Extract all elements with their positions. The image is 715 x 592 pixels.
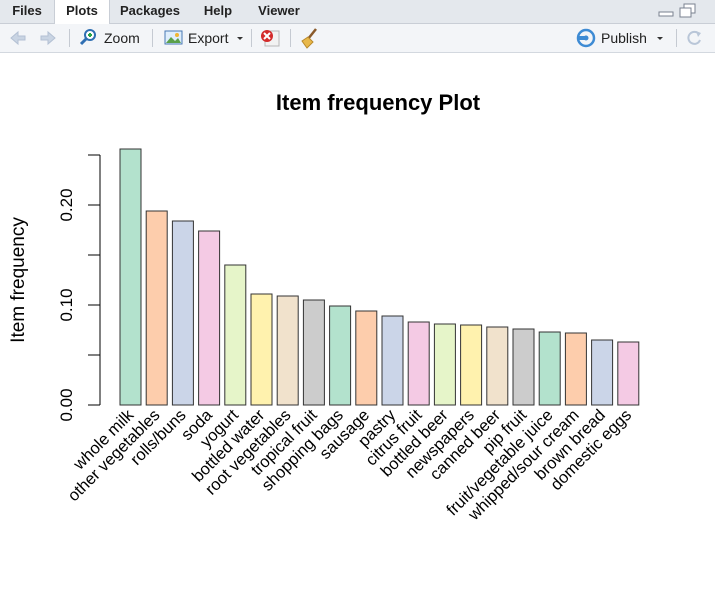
chart-title: Item frequency Plot bbox=[276, 90, 481, 115]
bar bbox=[381, 315, 404, 406]
bar bbox=[302, 299, 325, 406]
tab-plots[interactable]: Plots bbox=[54, 0, 110, 24]
tab-files[interactable]: Files bbox=[12, 3, 42, 18]
bar bbox=[250, 293, 273, 406]
bar bbox=[617, 341, 640, 406]
pane-tab-bar: Files Plots Packages Help Viewer bbox=[0, 0, 715, 24]
refresh-icon bbox=[687, 30, 701, 45]
publish-icon bbox=[576, 28, 596, 48]
forward-button[interactable] bbox=[38, 27, 58, 49]
bar bbox=[407, 321, 430, 406]
y-tick-label: 0.20 bbox=[57, 188, 76, 221]
zoom-label: Zoom bbox=[104, 30, 140, 46]
plots-toolbar: Zoom Export Publish bbox=[0, 24, 715, 53]
bar bbox=[145, 210, 168, 406]
refresh-button[interactable] bbox=[684, 27, 704, 49]
export-button[interactable]: Export bbox=[163, 27, 245, 49]
tab-viewer[interactable]: Viewer bbox=[258, 3, 300, 18]
toolbar-separator bbox=[69, 29, 70, 47]
broom-icon bbox=[301, 28, 317, 49]
bar bbox=[171, 220, 194, 406]
zoom-button[interactable]: Zoom bbox=[78, 27, 144, 49]
bar bbox=[564, 332, 587, 406]
maximize-pane-icon[interactable] bbox=[679, 3, 697, 19]
bar bbox=[433, 323, 456, 406]
picture-icon bbox=[164, 30, 183, 45]
tab-packages[interactable]: Packages bbox=[120, 3, 180, 18]
arrow-right-icon bbox=[40, 30, 56, 46]
bar bbox=[276, 295, 299, 406]
clear-plots-button[interactable] bbox=[298, 27, 320, 49]
bar bbox=[119, 148, 142, 406]
y-tick-label: 0.00 bbox=[57, 388, 76, 421]
chevron-down-icon bbox=[657, 37, 663, 40]
minimize-pane-icon[interactable] bbox=[658, 4, 674, 18]
bar bbox=[198, 230, 221, 406]
publish-button[interactable]: Publish bbox=[575, 27, 670, 49]
bar bbox=[329, 305, 352, 406]
publish-label: Publish bbox=[601, 30, 647, 46]
remove-plot-icon bbox=[261, 30, 280, 47]
bar bbox=[512, 328, 535, 406]
tab-help[interactable]: Help bbox=[203, 3, 233, 18]
bar bbox=[591, 339, 614, 406]
chevron-down-icon bbox=[237, 37, 243, 40]
bar bbox=[460, 324, 483, 406]
bar bbox=[355, 310, 378, 406]
bar bbox=[486, 326, 509, 406]
bar bbox=[224, 264, 247, 406]
plot-viewer: Item frequency Plot Item frequency 0.00 0.1… bbox=[0, 53, 715, 592]
y-tick-label: 0.10 bbox=[57, 288, 76, 321]
toolbar-separator bbox=[152, 29, 153, 47]
bar bbox=[538, 331, 561, 406]
toolbar-separator bbox=[290, 29, 291, 47]
toolbar-separator bbox=[676, 29, 677, 47]
arrow-left-icon bbox=[10, 30, 26, 46]
export-label: Export bbox=[188, 30, 229, 46]
y-axis-label: Item frequency bbox=[8, 217, 29, 343]
back-button[interactable] bbox=[8, 27, 28, 49]
item-frequency-chart: Item frequency Plot Item frequency 0.00 0.1… bbox=[8, 90, 640, 525]
remove-plot-button[interactable] bbox=[259, 27, 281, 49]
toolbar-separator bbox=[251, 29, 252, 47]
magnifier-icon bbox=[79, 29, 96, 46]
